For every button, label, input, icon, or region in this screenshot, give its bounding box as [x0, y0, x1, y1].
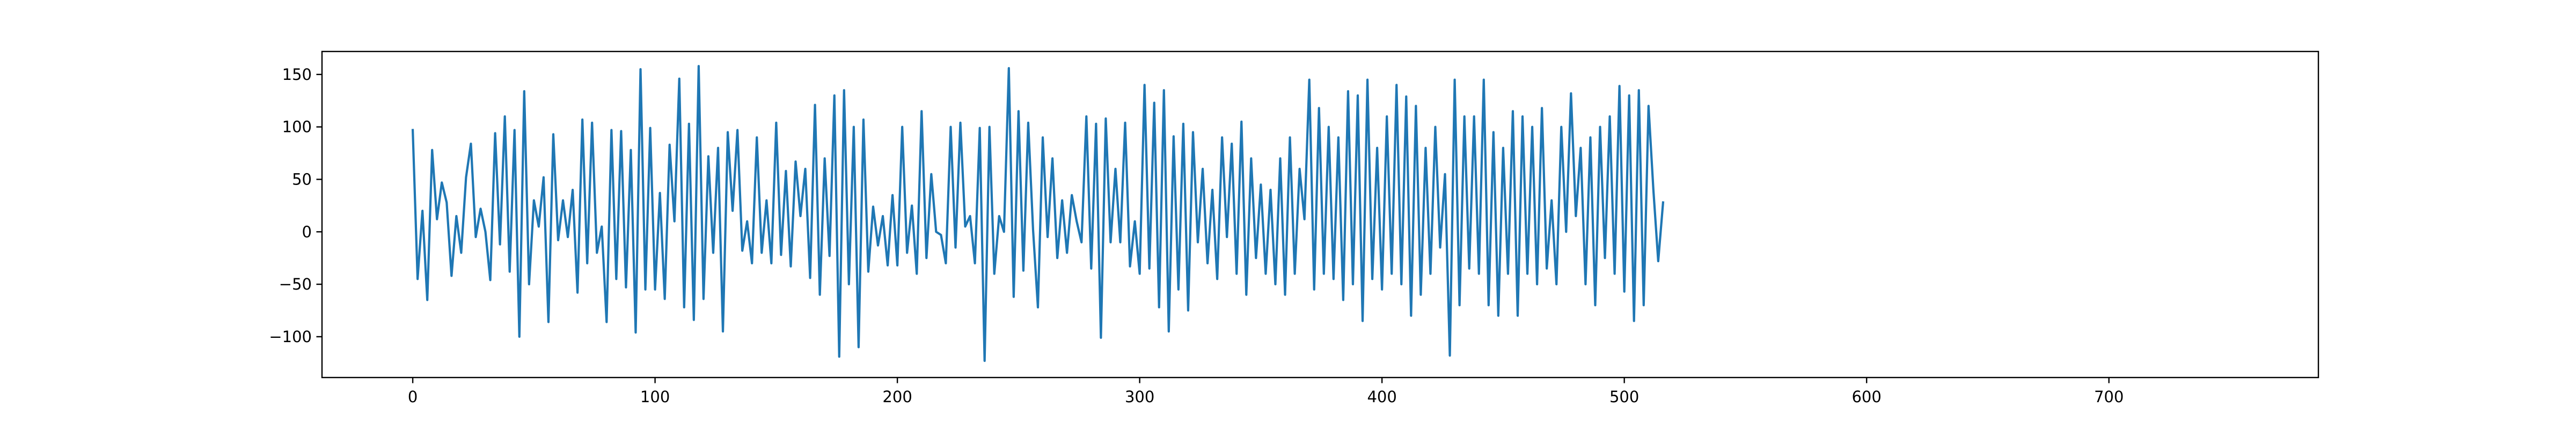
y-tick-label: 50	[292, 170, 312, 188]
y-tick-label: 0	[302, 223, 312, 241]
plot-area: 0 100 200 300 400 500 600 700 −100 −50 0 50 100 150	[269, 50, 2319, 406]
x-tick-label: 600	[1851, 388, 1881, 406]
x-tick-label: 300	[1125, 388, 1154, 406]
x-axis-ticks: 0 100 200 300 400 500 600 700	[408, 378, 2124, 406]
series-line	[411, 65, 1665, 362]
x-tick-label: 400	[1367, 388, 1396, 406]
y-tick-label: 150	[282, 65, 312, 84]
axes-frame	[321, 50, 2319, 379]
axes-background	[322, 51, 2318, 378]
x-tick-label: 700	[2094, 388, 2124, 406]
y-axis-ticks: −100 −50 0 50 100 150	[269, 65, 322, 346]
y-tick-label: −50	[279, 275, 312, 293]
y-tick-label: 100	[282, 118, 312, 136]
x-tick-label: 500	[1609, 388, 1639, 406]
x-tick-label: 100	[640, 388, 670, 406]
x-tick-label: 200	[882, 388, 912, 406]
y-tick-label: −100	[269, 328, 312, 346]
x-tick-label: 0	[408, 388, 418, 406]
